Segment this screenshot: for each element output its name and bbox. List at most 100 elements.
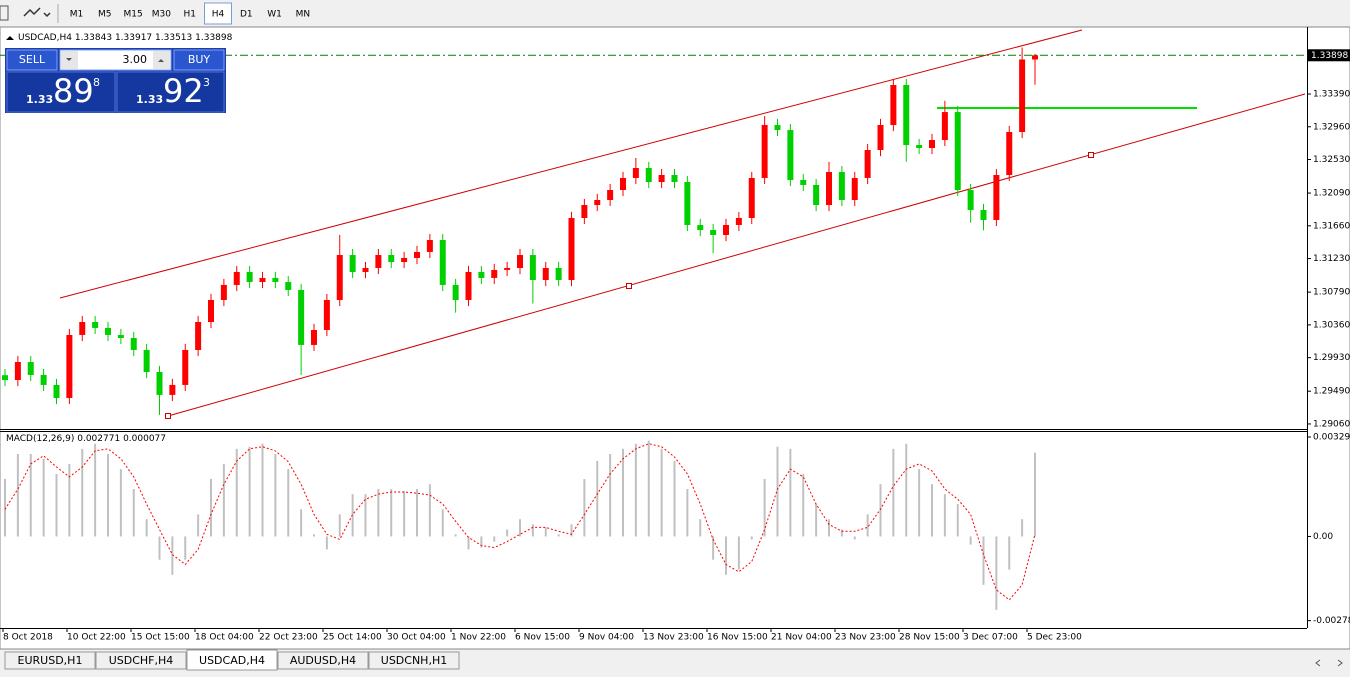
ask-pips: 92: [163, 72, 204, 110]
candle-body: [491, 269, 498, 278]
buy-label[interactable]: BUY: [188, 53, 211, 66]
up-arrow: [158, 59, 164, 62]
timeframe-button[interactable]: H1: [183, 10, 196, 20]
timeframe-button[interactable]: W1: [267, 10, 282, 20]
x-tick-label: 10 Oct 22:00: [67, 633, 126, 643]
price-label: 1.33898: [1311, 51, 1348, 61]
y-tick-label: 1.29930: [1313, 353, 1350, 363]
signal-line: [4, 443, 1036, 601]
candle-body: [208, 299, 214, 322]
sell-button[interactable]: [6, 49, 58, 71]
buy-button[interactable]: [173, 49, 225, 71]
ask-box[interactable]: [116, 71, 225, 113]
candle-body: [813, 184, 820, 206]
candle-body: [954, 112, 961, 191]
y-tick-label: 1.29490: [1313, 387, 1350, 397]
x-tick-label: 16 Nov 15:00: [707, 633, 768, 643]
ask-big-figure: 1.33: [136, 93, 163, 106]
candle-body: [311, 330, 317, 345]
y-tick-label: -0.002787: [1313, 616, 1350, 626]
tab-label[interactable]: AUDUSD,H4: [290, 654, 356, 667]
timeframe-button[interactable]: M30: [152, 10, 171, 20]
y-tick-label: 1.32090: [1313, 189, 1350, 199]
candle-body: [375, 255, 382, 268]
candle-body: [568, 217, 575, 281]
y-tick-label: 1.33390: [1313, 89, 1350, 99]
channel-anchor[interactable]: [1088, 152, 1094, 158]
volume-input[interactable]: [59, 49, 172, 71]
tab-label[interactable]: USDCNH,H1: [381, 654, 447, 667]
x-tick-label: 15 Oct 15:00: [131, 633, 190, 643]
y-tick-label: 1.32530: [1313, 155, 1350, 165]
symbol: USDCAD,H4: [18, 33, 72, 43]
down-arrow: [66, 58, 72, 61]
x-tick-label: 1 Nov 22:00: [451, 633, 506, 643]
price-pane: 1.29060 1.29490 1.29930 1.30360 1.30790 1.312…: [0, 47, 1350, 643]
tab-active[interactable]: [186, 649, 278, 671]
tab-label[interactable]: USDCAD,H4: [199, 654, 265, 667]
channel-anchor[interactable]: [626, 283, 632, 289]
toolbar-icon[interactable]: [0, 5, 9, 21]
candle-body: [182, 349, 189, 385]
candle-body: [285, 281, 292, 290]
candle-body: [658, 174, 665, 183]
x-tick-label: 18 Oct 04:00: [195, 633, 254, 643]
tab[interactable]: [277, 651, 369, 670]
x-tick-label: 28 Nov 15:00: [899, 633, 960, 643]
tab-scroll[interactable]: [1315, 659, 1343, 667]
candle-body: [890, 85, 897, 126]
candle-body: [800, 180, 807, 185]
price-label-bg: [1308, 49, 1350, 62]
tab[interactable]: [368, 651, 460, 670]
candle-body: [143, 349, 150, 372]
tab-label[interactable]: USDCHF,H4: [109, 654, 174, 667]
y-tick-label: 0.00: [1313, 532, 1333, 542]
candle-body: [980, 209, 987, 220]
candle-body: [761, 125, 768, 178]
y-tick-label: 1.30360: [1313, 320, 1350, 330]
candle-body: [388, 255, 395, 263]
candle-body: [555, 267, 562, 281]
timeframe-button[interactable]: M15: [123, 10, 142, 20]
timeframe-button[interactable]: M1: [70, 10, 84, 20]
candle-body: [79, 321, 86, 335]
bid-box[interactable]: [6, 71, 116, 113]
tab[interactable]: [95, 651, 187, 670]
channel-lower-line[interactable]: [167, 93, 1306, 417]
signal-value: 0.000077: [123, 434, 166, 444]
channel-upper-line[interactable]: [59, 29, 1083, 299]
candle-body: [542, 267, 549, 281]
candle-body: [941, 112, 948, 141]
candle-body: [439, 240, 446, 285]
x-tick-label: 8 Oct 2018: [3, 633, 53, 643]
candle-body: [478, 272, 485, 278]
candle-body: [426, 240, 433, 252]
candle-body: [362, 267, 369, 273]
macd-pane: 0.003292 0.00 -0.002787: [4, 432, 1350, 626]
tab-label[interactable]: EURUSD,H1: [18, 654, 83, 667]
candle-body: [529, 255, 536, 281]
timeframe-button[interactable]: H4: [212, 10, 225, 20]
candle-body: [465, 272, 472, 300]
x-tick-label: 6 Nov 15:00: [515, 633, 570, 643]
x-tick-label: 21 Nov 04:00: [771, 633, 832, 643]
timeframe-button[interactable]: MN: [296, 10, 311, 20]
chart-window: [0, 26, 1350, 650]
trade-panel: SELL 3.00 BUY 1.33 89 8 1.33 92 3: [5, 48, 226, 113]
channel-anchor[interactable]: [165, 413, 171, 419]
timeframe-button[interactable]: D1: [240, 10, 253, 20]
candle-body: [40, 374, 47, 385]
x-tick-label: 13 Nov 23:00: [643, 633, 704, 643]
tab[interactable]: [4, 651, 96, 670]
toolbar-icon[interactable]: [23, 7, 51, 18]
candle-body: [349, 255, 356, 273]
collapse-arrow[interactable]: [6, 36, 14, 40]
candle-body: [645, 167, 652, 183]
sell-label[interactable]: SELL: [19, 53, 46, 66]
volume-value[interactable]: 3.00: [123, 53, 148, 66]
bid-big-figure: 1.33: [26, 93, 53, 106]
candle-body: [697, 224, 704, 231]
candle-body: [2, 375, 8, 380]
timeframe-button[interactable]: M5: [98, 10, 112, 20]
